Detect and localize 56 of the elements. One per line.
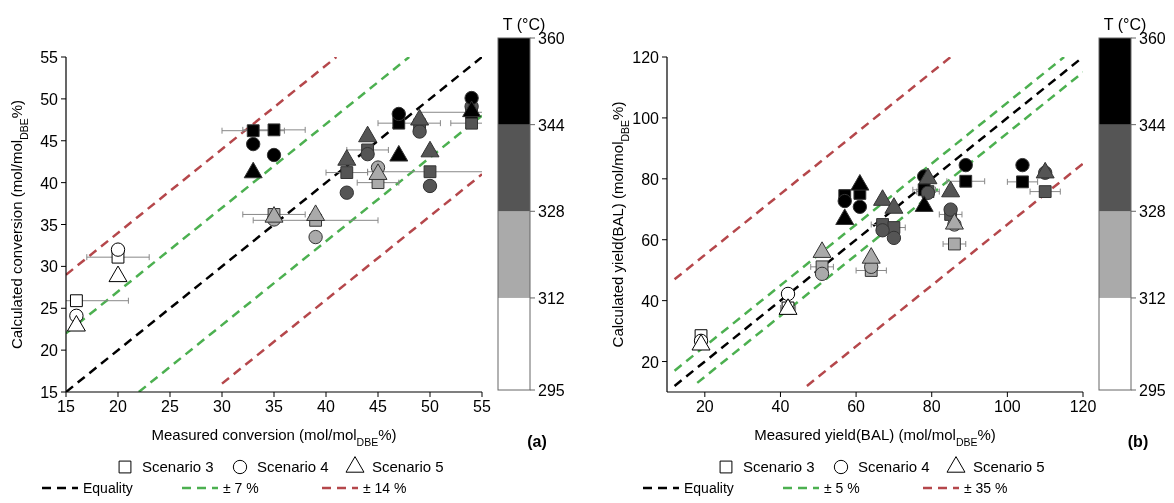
color-bar-label: 344	[538, 116, 565, 134]
y-tick-label: 20	[641, 353, 660, 371]
y-tick-label: 80	[641, 170, 660, 188]
y-tick-label: 30	[40, 258, 59, 276]
x-tick-label: 100	[994, 398, 1021, 415]
legend-label: Scenario 3	[142, 458, 214, 475]
legend-label: ± 7 %	[223, 480, 259, 496]
text: (b)	[1127, 433, 1149, 450]
legend-label: Scenario 5	[973, 458, 1045, 475]
y-tick-label: 45	[40, 132, 59, 150]
y-tick-label: 50	[40, 90, 59, 108]
y-tick-label: 15	[40, 384, 59, 401]
x-tick-label: 35	[265, 398, 283, 415]
x-tick-label: 80	[922, 398, 941, 415]
y-tick-label: 60	[641, 231, 660, 249]
x-tick-label: 30	[213, 398, 231, 415]
x-tick-label: 45	[369, 398, 387, 415]
legend-label: Equality	[83, 480, 133, 496]
x-tick-label: 60	[847, 398, 866, 415]
color-bar-title: T (°C)	[1103, 16, 1147, 33]
y-tick-label: 55	[40, 49, 59, 66]
x-tick-label: 25	[161, 398, 179, 415]
legend-label: Equality	[684, 480, 734, 496]
x-tick-label: 40	[771, 398, 790, 415]
legend-label: Scenario 4	[257, 458, 329, 475]
color-bar-label: 344	[1139, 116, 1166, 134]
x-tick-label: 40	[317, 398, 335, 415]
x-tick-label: 20	[695, 398, 714, 415]
legend-label: ± 35 %	[964, 480, 1008, 496]
color-bar-label: 295	[538, 382, 565, 399]
y-tick-label: 20	[40, 342, 59, 360]
y-tick-label: 35	[40, 216, 59, 234]
y-tick-label: 40	[641, 292, 660, 310]
legend-label: ± 5 %	[824, 480, 860, 496]
x-tick-label: 50	[421, 398, 439, 415]
legend-label: Scenario 4	[858, 458, 930, 475]
x-tick-label: 15	[57, 398, 75, 415]
text: (a)	[527, 433, 547, 450]
x-axis-title: Measured conversion (mol/mol$_{DBE}$%)	[151, 426, 397, 448]
x-tick-label: 55	[473, 398, 491, 415]
y-tick-label: 100	[632, 109, 660, 127]
color-bar-label: 312	[1139, 289, 1166, 307]
color-bar-label: 295	[1139, 382, 1166, 399]
legend-label: Scenario 5	[372, 458, 444, 475]
legend-label: Scenario 3	[743, 458, 815, 475]
color-bar-label: 312	[538, 289, 565, 307]
color-bar-label: 328	[1139, 203, 1166, 221]
color-bar-title: T (°C)	[502, 16, 546, 33]
x-axis-title: Measured yield(BAL) (mol/mol$_{DBE}$%)	[754, 426, 996, 448]
y-tick-label: 25	[40, 300, 59, 318]
y-tick-label: 40	[40, 174, 59, 192]
color-bar-label: 328	[538, 203, 565, 221]
legend-label: ± 14 %	[363, 480, 407, 496]
x-tick-label: 120	[1069, 398, 1097, 415]
y-tick-label: 120	[632, 49, 660, 66]
x-tick-label: 20	[109, 398, 127, 415]
